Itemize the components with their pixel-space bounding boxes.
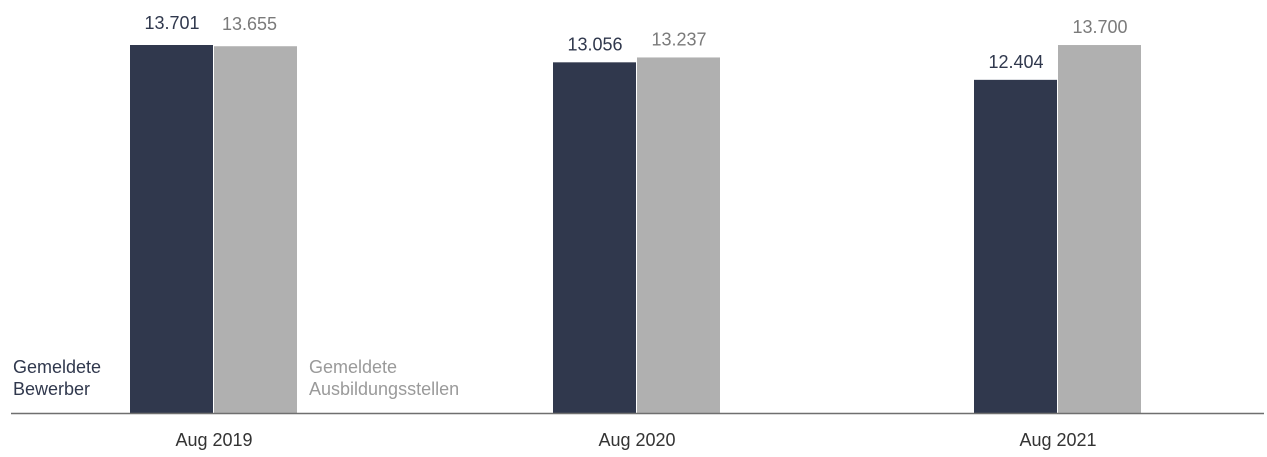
data-label: 13.701 — [144, 13, 199, 33]
bar-ausbildungsstellen-0 — [214, 46, 297, 413]
data-label: 13.237 — [651, 29, 706, 49]
data-label: 13.056 — [567, 34, 622, 54]
bar-bewerber-0 — [130, 45, 213, 413]
x-tick-label: Aug 2021 — [1019, 430, 1096, 450]
x-tick-label: Aug 2019 — [175, 430, 252, 450]
legend-label-bewerber: Bewerber — [13, 379, 90, 399]
bar-ausbildungsstellen-2 — [1058, 45, 1141, 414]
bar-bewerber-2 — [974, 79, 1057, 413]
data-label: 13.700 — [1072, 17, 1127, 37]
legend-label-ausbildungsstellen: Gemeldete — [309, 357, 397, 377]
legend-label-bewerber: Gemeldete — [13, 357, 101, 377]
x-tick-label: Aug 2020 — [598, 430, 675, 450]
bar-ausbildungsstellen-1 — [637, 57, 720, 413]
data-label: 13.655 — [222, 14, 277, 34]
bar-bewerber-1 — [553, 62, 636, 414]
data-label: 12.404 — [988, 52, 1043, 72]
legend-label-ausbildungsstellen: Ausbildungsstellen — [309, 379, 459, 399]
